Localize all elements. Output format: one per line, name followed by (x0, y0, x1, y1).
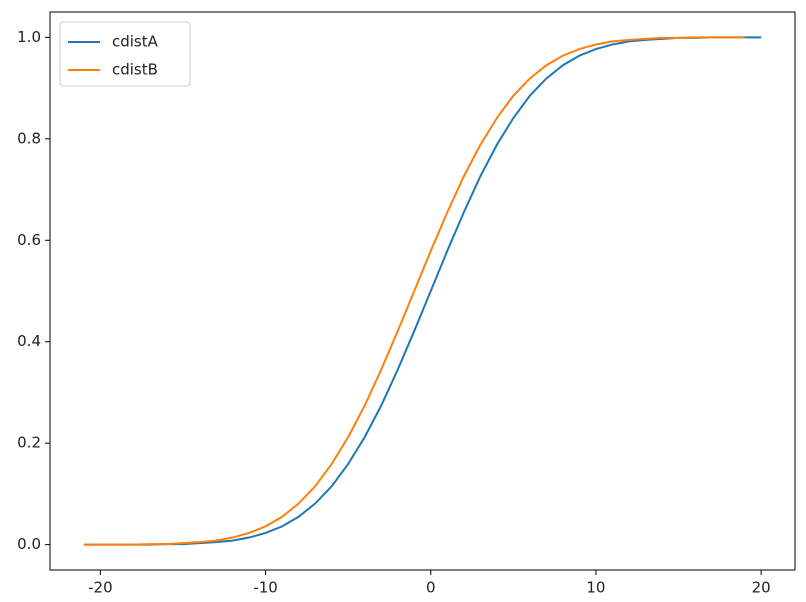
y-tick-label: 0.4 (17, 332, 41, 350)
y-tick-label: 1.0 (17, 28, 41, 46)
y-tick-label: 0.0 (17, 535, 41, 553)
x-tick-label: -20 (88, 579, 113, 597)
y-tick-label: 0.2 (17, 434, 41, 452)
y-tick-label: 0.8 (17, 129, 41, 147)
x-tick-label: 20 (752, 579, 771, 597)
line-series (83, 36, 745, 546)
legend-label: cdistB (112, 61, 158, 79)
x-tick-label: 0 (426, 579, 436, 597)
line-series (83, 36, 762, 546)
x-tick-label: -10 (253, 579, 278, 597)
x-tick-label: 10 (586, 579, 605, 597)
plot-frame (49, 11, 796, 571)
legend-label: cdistA (112, 33, 159, 51)
y-tick-label: 0.6 (17, 231, 41, 249)
